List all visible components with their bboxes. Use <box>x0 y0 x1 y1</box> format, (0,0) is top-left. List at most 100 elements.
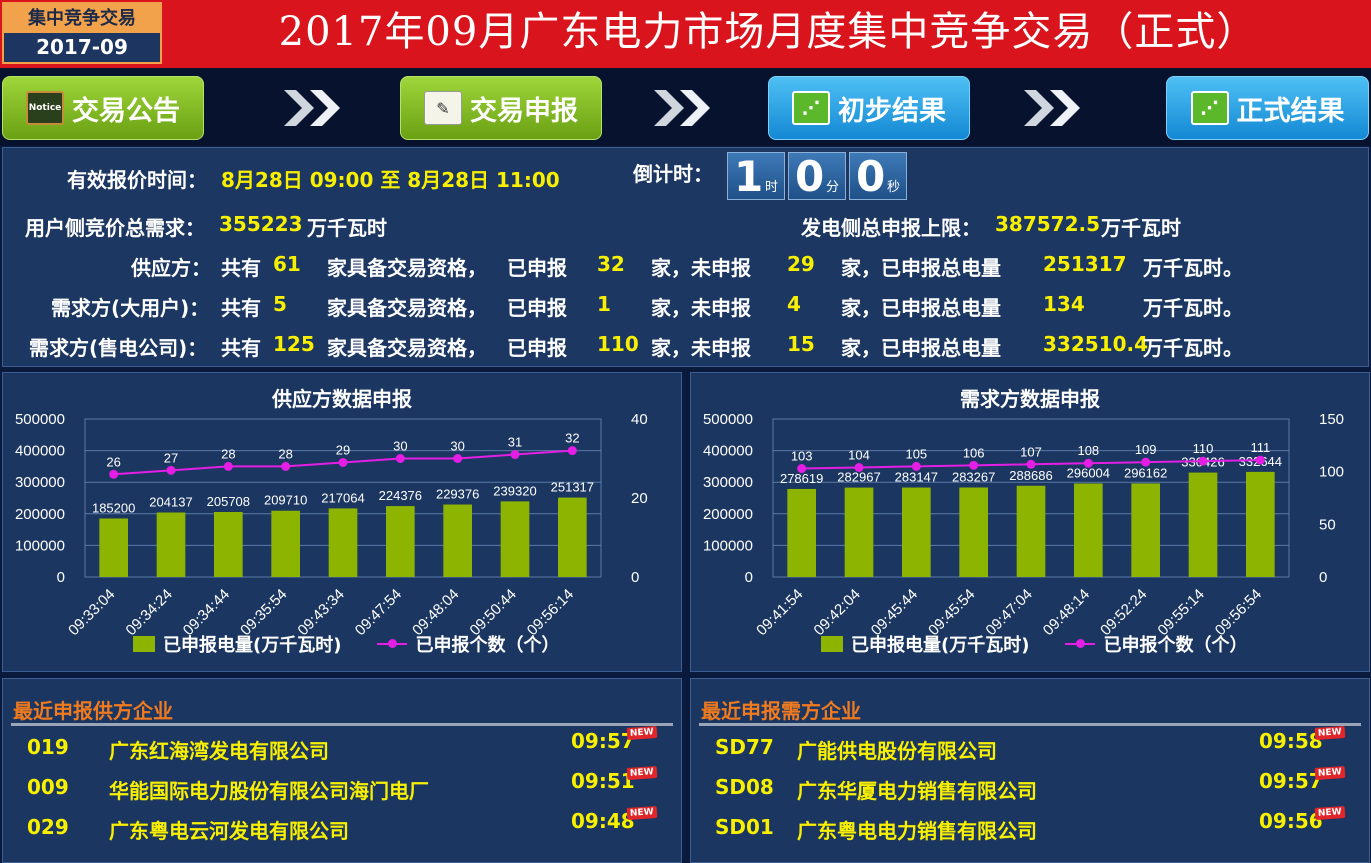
supply-text-unreported: 家，未申报 <box>651 256 751 280</box>
company-code: SD77 <box>715 735 774 759</box>
step-bar: Notice 交易公告 ✎ 交易申报 ⋰ 初步结果 ⋰ 正式结果 <box>0 68 1371 146</box>
bar-value-label: 205708 <box>207 494 250 509</box>
countdown-minutes: 0 分 <box>788 152 846 201</box>
line-point <box>911 461 921 471</box>
list-item[interactable]: SD77 广能供电股份有限公司 09:58 NEW <box>691 725 1369 771</box>
bar <box>99 518 128 577</box>
supply-chart: 500000 400000 300000 200000 100000 0 40 20 0 1852… <box>15 411 648 639</box>
legend-bar-label: 已申报电量(万千瓦时) <box>163 635 342 656</box>
point-value-label: 27 <box>164 450 178 465</box>
chart-title: 需求方数据申报 <box>960 387 1100 411</box>
step-button-final-result[interactable]: ⋰ 正式结果 <box>1166 76 1369 140</box>
point-value-label: 107 <box>1020 444 1042 459</box>
bar <box>1131 483 1160 577</box>
countdown-seconds-unit: 秒 <box>886 180 900 195</box>
supply-text-total: 共有 <box>221 256 261 280</box>
new-badge: NEW <box>626 805 657 821</box>
point-value-label: 109 <box>1135 442 1157 457</box>
large-user-text-qualified: 家具备交易资格， <box>327 296 487 320</box>
bar-value-label: 278619 <box>780 471 823 486</box>
y-tick-label: 500000 <box>703 411 753 428</box>
point-value-label: 32 <box>565 431 579 446</box>
chevron-right-icon <box>1024 90 1080 126</box>
bar <box>271 510 300 577</box>
y2-tick-label: 150 <box>1319 411 1344 428</box>
bar <box>844 487 874 577</box>
supply-amount: 251317 <box>1043 252 1127 276</box>
line-point <box>1198 456 1208 466</box>
x-tick-label: 09:41:54 <box>753 586 806 639</box>
bar <box>328 508 358 577</box>
point-value-label: 31 <box>508 435 522 450</box>
step-label: 交易申报 <box>470 95 578 127</box>
step-button-declaration[interactable]: ✎ 交易申报 <box>400 76 602 140</box>
y-tick-label: 400000 <box>703 443 753 460</box>
line-point <box>281 461 291 471</box>
company-name: 广东粤电电力销售有限公司 <box>797 819 1037 843</box>
retailer-text-total: 共有 <box>221 336 261 360</box>
large-user-text-reported: 已申报 <box>507 296 567 320</box>
line-point <box>338 457 348 467</box>
company-name: 广能供电股份有限公司 <box>797 739 997 763</box>
point-value-label: 28 <box>278 446 292 461</box>
list-item[interactable]: 019 广东红海湾发电有限公司 09:57 NEW <box>3 725 681 771</box>
bar-value-label: 229376 <box>436 487 479 502</box>
large-user-text-unreported: 家，未申报 <box>651 296 751 320</box>
x-tick-label: 09:33:04 <box>65 586 118 639</box>
divider <box>11 723 673 726</box>
y-tick-label: 200000 <box>15 506 65 523</box>
share-icon: ⋰ <box>792 91 830 125</box>
chevron-right-icon <box>654 90 710 126</box>
quote-time-label: 有效报价时间： <box>67 168 207 192</box>
retailer-text-qualified: 家具备交易资格， <box>327 336 487 360</box>
form-icon: ✎ <box>424 91 462 125</box>
countdown-hours-value: 1 <box>734 152 764 201</box>
y-tick-label: 0 <box>57 569 65 586</box>
bar-value-label: 283267 <box>952 469 995 484</box>
recent-supply-title: 最近申报供方企业 <box>13 699 173 723</box>
bar <box>902 487 931 577</box>
line-point <box>510 450 520 460</box>
line-point <box>223 461 233 471</box>
bar <box>156 512 186 577</box>
large-user-total: 5 <box>273 292 287 316</box>
list-item[interactable]: SD08 广东华厦电力销售有限公司 09:57 NEW <box>691 765 1369 811</box>
bar <box>959 487 988 577</box>
line-point <box>1141 457 1151 467</box>
legend-bar-label: 已申报电量(万千瓦时) <box>851 635 1030 656</box>
company-code: SD08 <box>715 775 774 799</box>
list-item[interactable]: SD01 广东粤电电力销售有限公司 09:56 NEW <box>691 805 1369 851</box>
chart-legend: 已申报电量(万千瓦时) 已申报个数（个） <box>821 631 1247 657</box>
step-button-preliminary-result[interactable]: ⋰ 初步结果 <box>768 76 970 140</box>
bar <box>558 497 587 577</box>
bar <box>443 504 472 577</box>
y-tick-label: 300000 <box>15 474 65 491</box>
bar <box>1074 483 1103 577</box>
recent-demand-title: 最近申报需方企业 <box>701 699 861 723</box>
bar <box>500 501 530 577</box>
countdown-label: 倒计时： <box>633 162 713 186</box>
report-time: 09:58 <box>1259 729 1323 753</box>
point-value-label: 110 <box>1193 441 1214 456</box>
gen-cap-value: 387572.5 <box>995 212 1101 236</box>
point-value-label: 29 <box>336 442 350 457</box>
step-label: 正式结果 <box>1236 95 1345 127</box>
step-button-announcement[interactable]: Notice 交易公告 <box>2 76 204 140</box>
supply-chart-panel: 供应方数据申报 500000 400000 300000 200000 100000 0 4… <box>2 372 682 672</box>
notice-board-icon: Notice <box>26 91 64 125</box>
legend-bar-swatch <box>133 636 155 652</box>
supply-reported: 32 <box>597 252 625 276</box>
countdown-seconds: 0 秒 <box>849 152 907 201</box>
y2-tick-label: 0 <box>631 569 639 586</box>
bar-value-label: 282967 <box>837 470 880 485</box>
list-item[interactable]: 029 广东粤电云河发电有限公司 09:48 NEW <box>3 805 681 851</box>
bar-value-label: 204137 <box>149 494 192 509</box>
new-badge: NEW <box>1314 805 1345 821</box>
line-point <box>1255 455 1265 465</box>
y-tick-label: 100000 <box>15 537 65 554</box>
point-value-label: 104 <box>848 447 870 462</box>
list-item[interactable]: 009 华能国际电力股份有限公司海门电厂 09:51 NEW <box>3 765 681 811</box>
retailer-row-label: 需求方(售电公司)： <box>29 336 208 360</box>
supply-text-amount: 家，已申报总电量 <box>841 256 1001 280</box>
step-label: 交易公告 <box>72 95 180 127</box>
